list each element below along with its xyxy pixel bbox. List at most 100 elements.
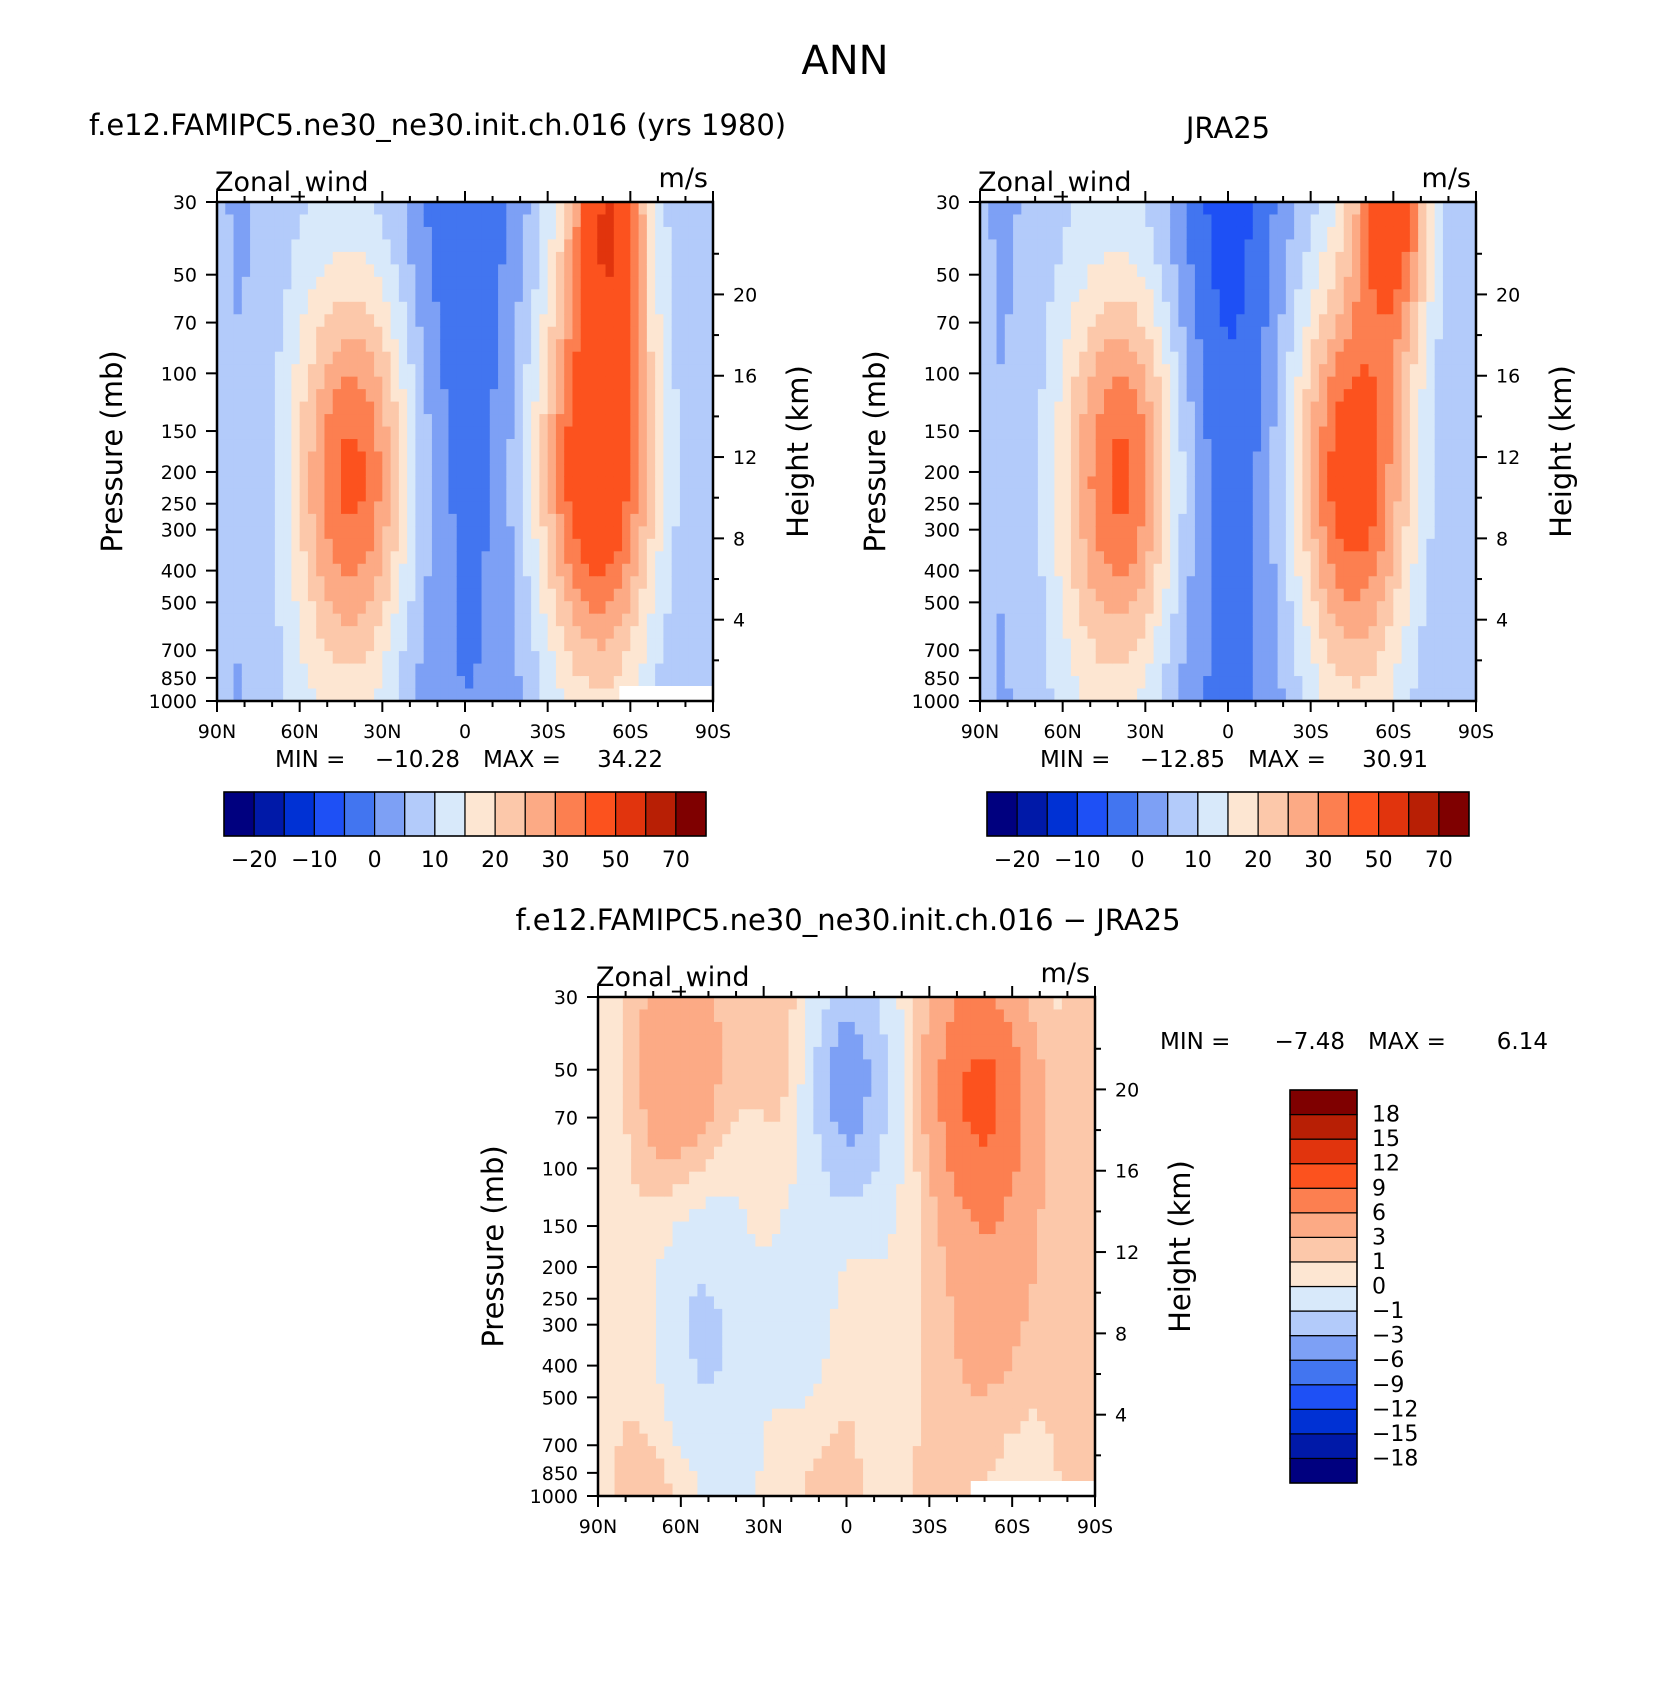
contour-cell [1252,588,1262,602]
contour-cell [349,563,359,577]
contour-cell [1021,551,1031,565]
contour-cell [506,501,516,515]
contour-cell [415,663,425,677]
contour-cell [1343,688,1353,702]
contour-cell [448,239,458,253]
contour-cell [365,414,375,428]
contour-cell [1170,588,1179,602]
contour-cell [332,251,342,265]
contour-cell [407,376,416,390]
contour-cell [572,538,582,552]
contour-cell [506,339,516,353]
contour-cell [274,613,284,627]
contour-cell [1343,339,1353,353]
contour-cell [465,264,474,278]
contour-cell [1104,588,1113,602]
contour-cell [646,314,656,328]
contour-cell [696,513,706,527]
contour-cell [390,264,400,278]
contour-cell [539,488,549,502]
contour-cell [1277,276,1287,290]
contour-cell [1434,501,1444,515]
contour-cell [679,538,689,552]
contour-cell [489,264,499,278]
contour-cell [316,513,326,527]
contour-cell [440,426,450,440]
contour-cell [1401,226,1411,241]
contour-cell [996,326,1006,340]
contour-cell [1137,663,1146,677]
contour-cell [1120,426,1130,440]
contour-cell [324,226,334,241]
contour-cell [1054,501,1064,515]
contour-cell [630,676,640,690]
contour-cell [465,414,474,428]
contour-cell [274,439,284,453]
contour-cell [1203,451,1213,465]
contour-cell [250,426,259,440]
contour-cell [696,476,706,490]
contour-cell [663,314,673,328]
contour-cell [1013,351,1022,365]
contour-cell [1302,563,1312,577]
contour-cell [1302,339,1312,353]
contour-cell [1401,551,1411,565]
contour-cell [423,214,433,228]
contour-cell [1376,476,1386,490]
contour-cell [1393,376,1403,390]
contour-cell [448,389,458,403]
contour-cell [1376,314,1386,328]
contour-cell [465,202,474,216]
contour-cell [539,513,549,527]
contour-cell [357,613,367,627]
contour-cell [1145,688,1155,702]
contour-cell [597,451,607,465]
contour-cell [1228,576,1237,590]
contour-cell [1376,339,1386,353]
contour-cell [663,339,673,353]
contour-cell [1385,264,1394,278]
contour-cell [1120,251,1130,265]
contour-cell [1310,376,1320,390]
contour-cell [679,563,689,577]
contour-cell [1170,289,1179,303]
contour-cell [988,601,998,615]
contour-cell [1211,638,1221,652]
contour-cell [332,563,342,577]
contour-cell [1037,202,1047,216]
contour-cell [506,314,516,328]
contour-cell [1285,476,1295,490]
contour-cell [1269,451,1279,465]
contour-cell [374,276,383,290]
contour-cell [398,451,408,465]
contour-cell [1186,251,1196,265]
contour-cell [1062,488,1072,502]
contour-cell [1426,351,1436,365]
contour-cell [1327,301,1337,315]
contour-cell [531,463,540,478]
contour-cell [1261,638,1270,652]
contour-cell [465,601,474,615]
contour-cell [440,613,450,627]
contour-cell [1013,463,1022,478]
contour-cell [1360,613,1370,627]
contour-cell [980,289,989,303]
contour-cell [1426,301,1436,315]
contour-cell [1442,576,1452,590]
contour-cell [613,326,623,340]
contour-cell [514,389,524,403]
contour-cell [283,576,292,590]
contour-cell [696,588,706,602]
contour-cell [1409,389,1419,403]
contour-cell [1236,663,1246,677]
contour-cell [1194,389,1204,403]
contour-cell [1070,426,1080,440]
contour-cell [374,364,383,378]
contour-cell [564,239,574,253]
contour-cell [646,513,656,527]
contour-cell [307,326,317,340]
contour-cell [679,476,689,490]
contour-cell [1393,239,1403,253]
contour-cell [531,688,540,702]
contour-cell [1046,351,1055,365]
